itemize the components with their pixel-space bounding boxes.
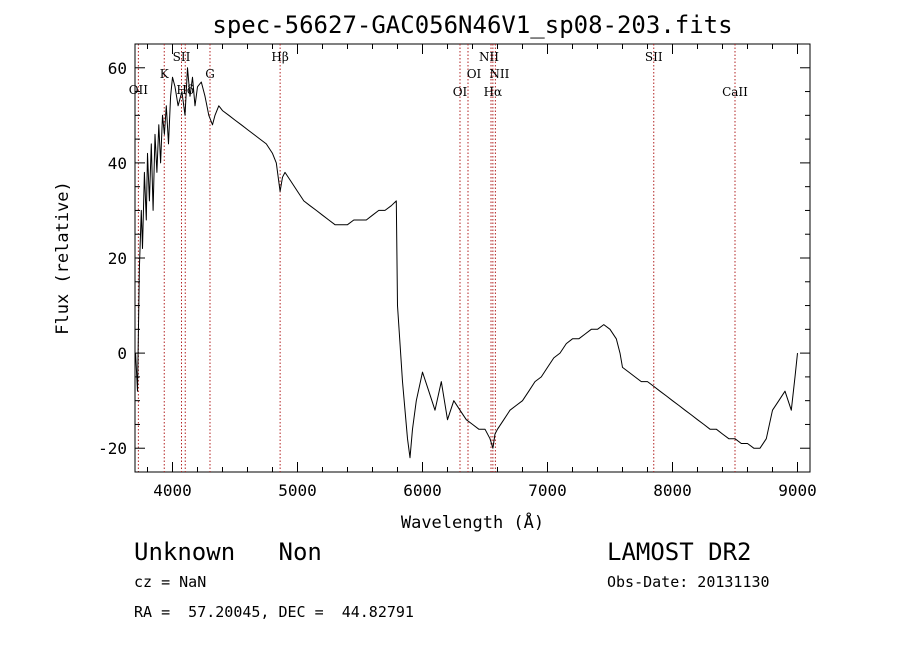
feature-label-11: SII [645, 50, 663, 64]
obs-date: Obs-Date: 20131130 [607, 573, 770, 591]
feature-label-7: OI [467, 67, 482, 81]
survey-label: LAMOST DR2 [607, 538, 752, 566]
chart-title: spec-56627-GAC056N46V1_sp08-203.fits [212, 11, 732, 39]
feature-label-5: Hβ [271, 50, 288, 64]
spectrum-chart: 4000 5000 6000 7000 8000 9000 -20 0 20 40 60 spec-5… [53, 11, 817, 533]
feature-label-8: NII [479, 50, 499, 64]
feature-label-4: G [205, 67, 215, 81]
feature-label-12: CaII [722, 85, 748, 99]
spectrum-series [135, 67, 798, 459]
x-tick-label: 4000 [153, 481, 192, 500]
coordinates: RA = 57.20045, DEC = 44.82791 [134, 603, 414, 621]
class-label: Unknown Non [134, 538, 322, 566]
y-tick-label: 60 [108, 59, 127, 78]
feature-label-3: Hδ [176, 83, 194, 97]
x-axis-label: Wavelength (Å) [401, 511, 544, 533]
x-tick-label: 6000 [403, 481, 442, 500]
x-tick-label: 8000 [653, 481, 692, 500]
plot-frame [134, 43, 811, 473]
x-tick-label: 7000 [528, 481, 567, 500]
y-tick-label: -20 [98, 439, 127, 458]
cz-value: cz = NaN [134, 573, 207, 591]
y-tick-label: 0 [117, 344, 127, 363]
feature-label-1: K [160, 67, 170, 81]
feature-label-10: NII [489, 67, 509, 81]
x-tick-label: 5000 [278, 481, 317, 500]
x-tick-label: 9000 [778, 481, 817, 500]
feature-label-9: Hα [484, 85, 503, 99]
y-tick-label: 40 [108, 154, 127, 173]
feature-label-0: OII [129, 83, 149, 97]
feature-label-2: SII [173, 50, 191, 64]
y-axis-label: Flux (relative) [53, 181, 73, 335]
y-tick-label: 20 [108, 249, 127, 268]
feature-label-6: OI [453, 85, 468, 99]
